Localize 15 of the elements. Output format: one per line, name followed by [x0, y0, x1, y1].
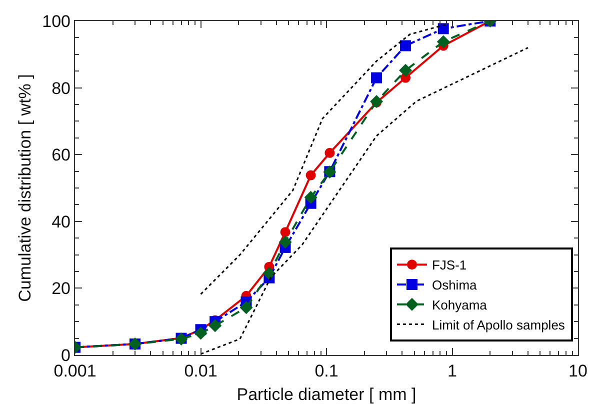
y-tick-label: 100: [42, 12, 70, 31]
y-tick-label: 80: [52, 78, 70, 98]
legend-label: Limit of Apollo samples: [432, 317, 566, 332]
x-tick-label: 10: [568, 362, 588, 380]
x-tick-label: 0.01: [184, 362, 218, 380]
legend-label: Oshima: [432, 278, 478, 293]
y-tick-label: 60: [52, 146, 70, 165]
x-tick-label: 1: [448, 362, 457, 380]
y-axis-title: Cumulative distribution [ wt% ]: [16, 74, 35, 302]
legend-label: Kohyama: [432, 297, 488, 312]
x-axis-title: Particle diameter [ mm ]: [236, 384, 416, 404]
y-tick-label: 40: [52, 212, 70, 232]
y-tick-label: 20: [52, 279, 70, 298]
x-tick-label: 0.1: [314, 362, 338, 380]
legend-label: FJS-1: [432, 258, 467, 273]
